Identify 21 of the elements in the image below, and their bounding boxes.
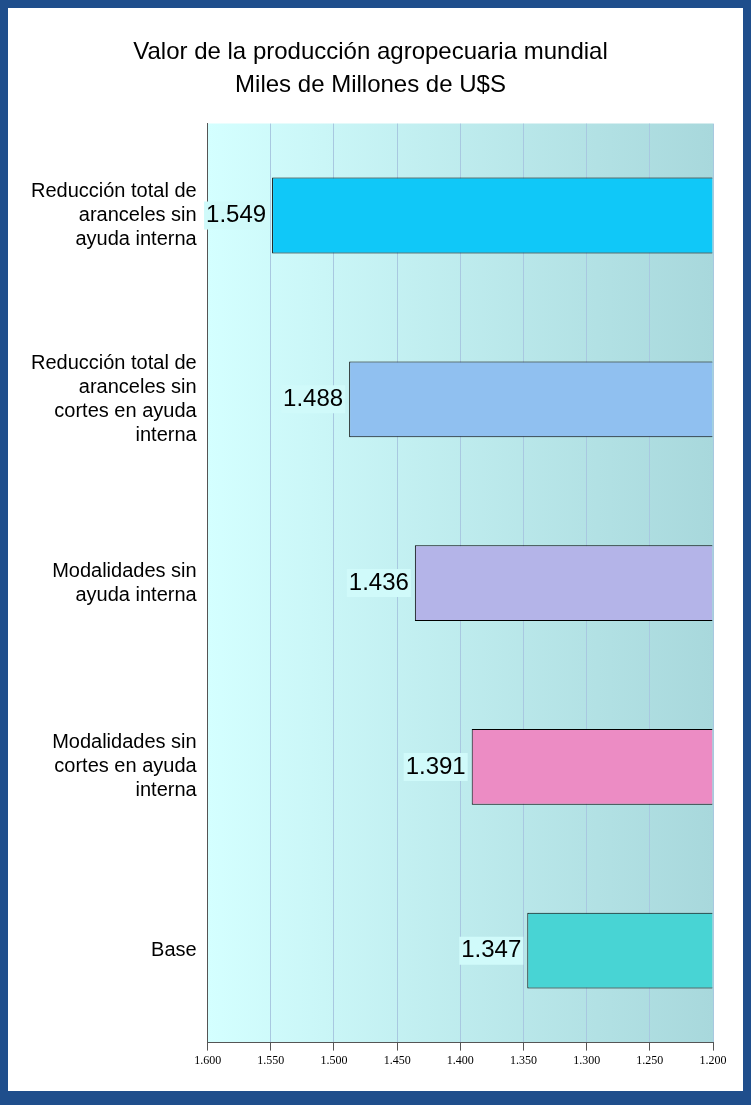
y-tick-label: Base [151,938,197,961]
data-label: 1.488 [283,383,344,411]
x-tick-label: 1.400 [446,1052,474,1067]
x-tick-label: 1.250 [636,1052,664,1067]
x-tick-label: 1.450 [383,1052,411,1067]
x-tick-label: 1.600 [194,1052,222,1067]
data-label: 1.347 [461,935,522,963]
y-tick-label: Modalidades sin ayuda interna [52,558,198,605]
x-tick-label: 1.350 [510,1052,537,1067]
y-tick-label: Reducción total de aranceles sin ayuda interna [30,179,198,250]
data-label: 1.436 [348,567,409,595]
chart-subtitle: Miles de Millones de U$S [235,69,506,97]
y-tick-label: Reducción total de aranceles sin cortes en ayuda interna [30,350,198,445]
x-tick-label: 1.500 [320,1052,348,1067]
y-tick-label: Modalidades sin cortes en ayuda interna [52,730,198,801]
x-tick-label: 1.200 [699,1052,727,1067]
x-tick-label: 1.300 [573,1052,601,1067]
x-tick-label: 1.550 [257,1052,285,1067]
data-label: 1.549 [206,200,267,228]
data-label: 1.391 [405,751,466,779]
chart-title: Valor de la producción agropecuaria mundial [133,37,608,65]
